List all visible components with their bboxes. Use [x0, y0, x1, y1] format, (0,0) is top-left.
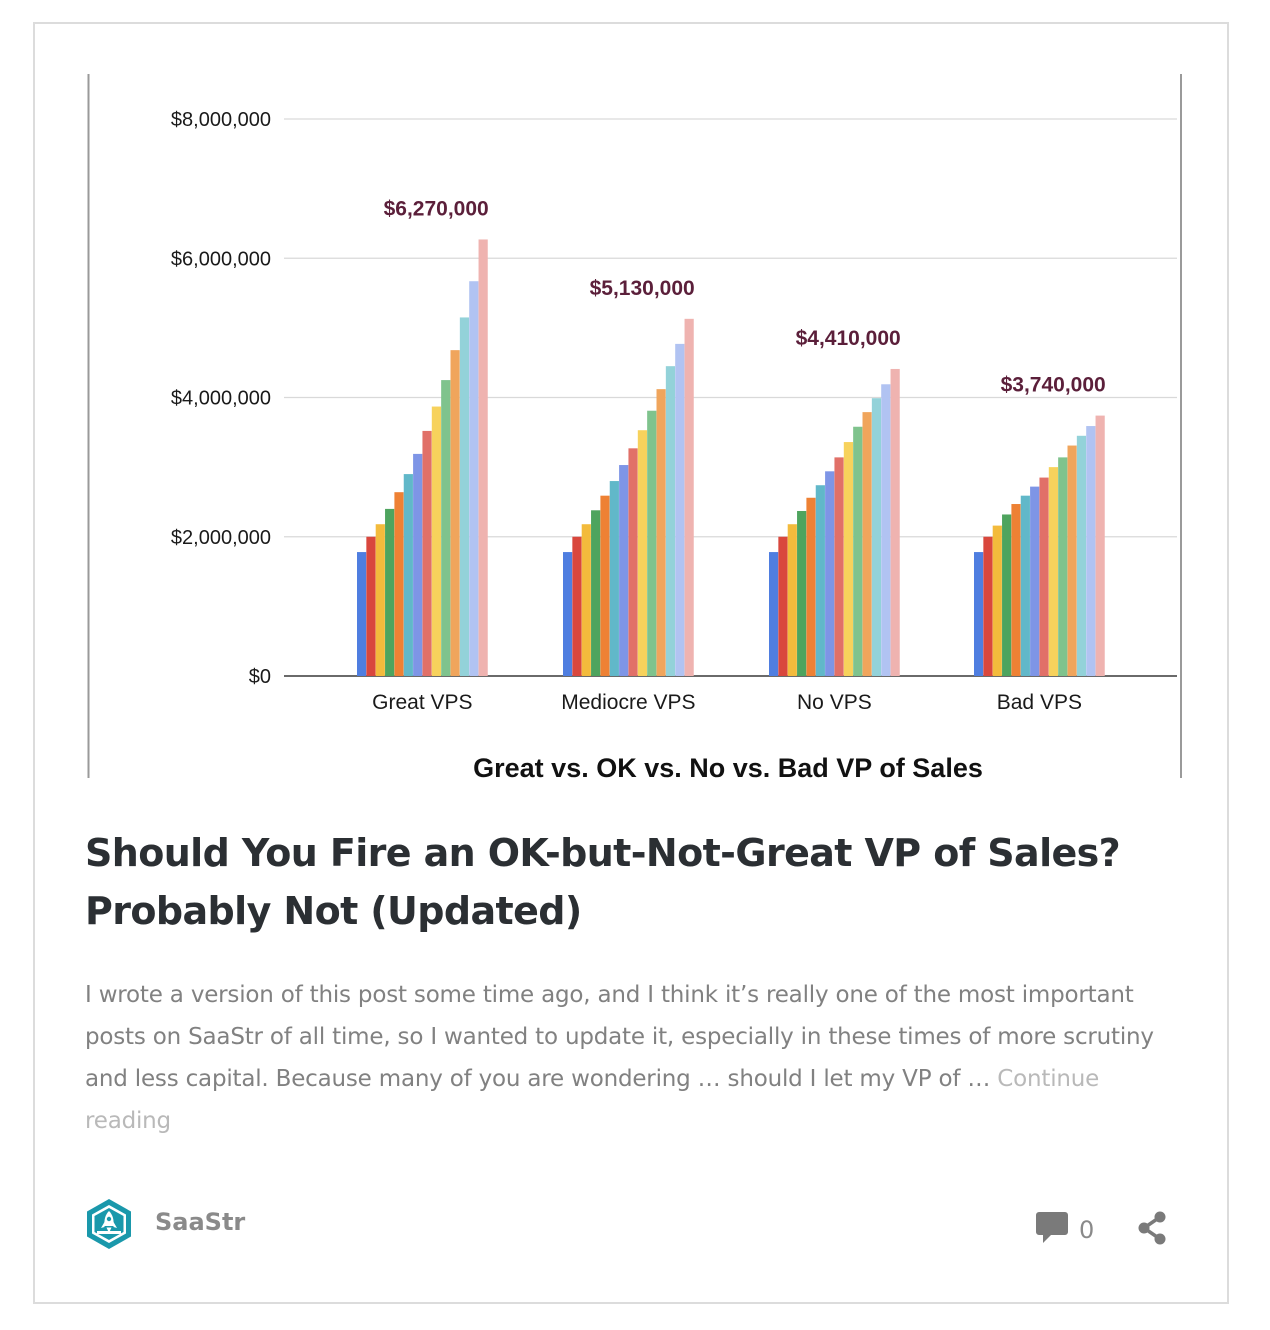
- y-tick-label: $8,000,000: [171, 109, 271, 131]
- bar: [609, 481, 619, 676]
- x-axis-title: Great vs. OK vs. No vs. Bad VP of Sales: [473, 753, 983, 778]
- bar: [1095, 415, 1105, 676]
- bar: [974, 552, 984, 676]
- bar: [385, 508, 395, 676]
- bar: [459, 317, 470, 676]
- bar: [478, 239, 488, 677]
- bar: [862, 412, 872, 676]
- bar: [357, 552, 367, 676]
- x-tick-label: No VPS: [797, 691, 872, 714]
- bar: [1048, 467, 1058, 676]
- bar: [572, 536, 582, 676]
- bar: [806, 497, 816, 676]
- comment-bubble-icon: [1036, 1212, 1068, 1243]
- y-tick-label: $6,000,000: [171, 248, 271, 270]
- saastr-logo-icon[interactable]: [85, 1198, 133, 1250]
- bar: [992, 525, 1002, 676]
- post-footer: SaaStr 0: [85, 1198, 1175, 1254]
- bar: [778, 536, 788, 676]
- bar: [675, 343, 685, 676]
- bar: [853, 426, 863, 676]
- y-tick-label: $2,000,000: [171, 527, 271, 549]
- bar: [665, 366, 676, 676]
- bar: [413, 453, 423, 676]
- data-label: $5,130,000: [590, 277, 695, 300]
- post-card: $0 $2,000,000 $4,000,000 $6,000,000 $8,000,0…: [33, 22, 1229, 1304]
- bar: [591, 510, 601, 676]
- bar: [787, 524, 797, 676]
- excerpt-text: I wrote a version of this post some time…: [85, 982, 1154, 1092]
- post-excerpt: I wrote a version of this post some time…: [85, 974, 1175, 1142]
- bar: [628, 448, 638, 676]
- bar: [871, 398, 882, 676]
- bar: [1002, 514, 1012, 676]
- x-tick-label: Mediocre VPS: [561, 691, 695, 714]
- bar: [890, 368, 900, 676]
- bar: [881, 384, 891, 676]
- bar: [1011, 504, 1021, 676]
- bar: [1058, 457, 1068, 676]
- featured-image-chart[interactable]: $0 $2,000,000 $4,000,000 $6,000,000 $8,000,0…: [87, 74, 1183, 778]
- y-tick-label: $0: [249, 666, 271, 688]
- bar: [1067, 445, 1077, 676]
- data-label: $4,410,000: [796, 327, 901, 350]
- bar: [1086, 426, 1096, 676]
- bar: [637, 430, 647, 676]
- share-button[interactable]: [1135, 1210, 1169, 1246]
- comment-count: 0: [1079, 1216, 1095, 1244]
- y-tick-label: $4,000,000: [171, 388, 271, 410]
- bar: [366, 536, 376, 676]
- bar: [403, 474, 413, 676]
- bar: [450, 350, 460, 676]
- post-title[interactable]: Should You Fire an OK-but-Not-Great VP o…: [85, 831, 1121, 933]
- bar: [825, 471, 835, 676]
- data-label: $3,740,000: [1001, 374, 1106, 397]
- data-label: $6,270,000: [384, 197, 489, 220]
- x-tick-label: Bad VPS: [997, 691, 1082, 714]
- bar: [769, 552, 779, 676]
- bar: [619, 465, 629, 676]
- bar: [834, 457, 844, 676]
- bar: [469, 281, 479, 676]
- bar: [431, 406, 441, 676]
- bar: [581, 524, 591, 676]
- revenue-bar-chart: $0 $2,000,000 $4,000,000 $6,000,000 $8,000,0…: [87, 74, 1182, 778]
- bar: [1076, 435, 1087, 676]
- bar: [684, 318, 694, 676]
- x-tick-label: Great VPS: [372, 691, 472, 714]
- bar: [815, 485, 825, 676]
- bar: [563, 552, 573, 676]
- bar: [1039, 477, 1049, 676]
- bar: [1020, 495, 1030, 676]
- bar: [600, 495, 610, 676]
- bar: [843, 442, 853, 676]
- bar: [1030, 486, 1040, 676]
- bar: [394, 492, 404, 676]
- bar: [441, 380, 451, 676]
- bar: [983, 536, 993, 676]
- share-icon: [1138, 1211, 1166, 1245]
- bar: [656, 389, 666, 676]
- bar: [375, 524, 385, 676]
- bar: [797, 510, 807, 676]
- continue-reading-link[interactable]: Continue reading: [85, 1066, 1100, 1134]
- bar: [422, 430, 432, 676]
- author-name[interactable]: SaaStr: [155, 1208, 246, 1236]
- bar: [647, 410, 657, 676]
